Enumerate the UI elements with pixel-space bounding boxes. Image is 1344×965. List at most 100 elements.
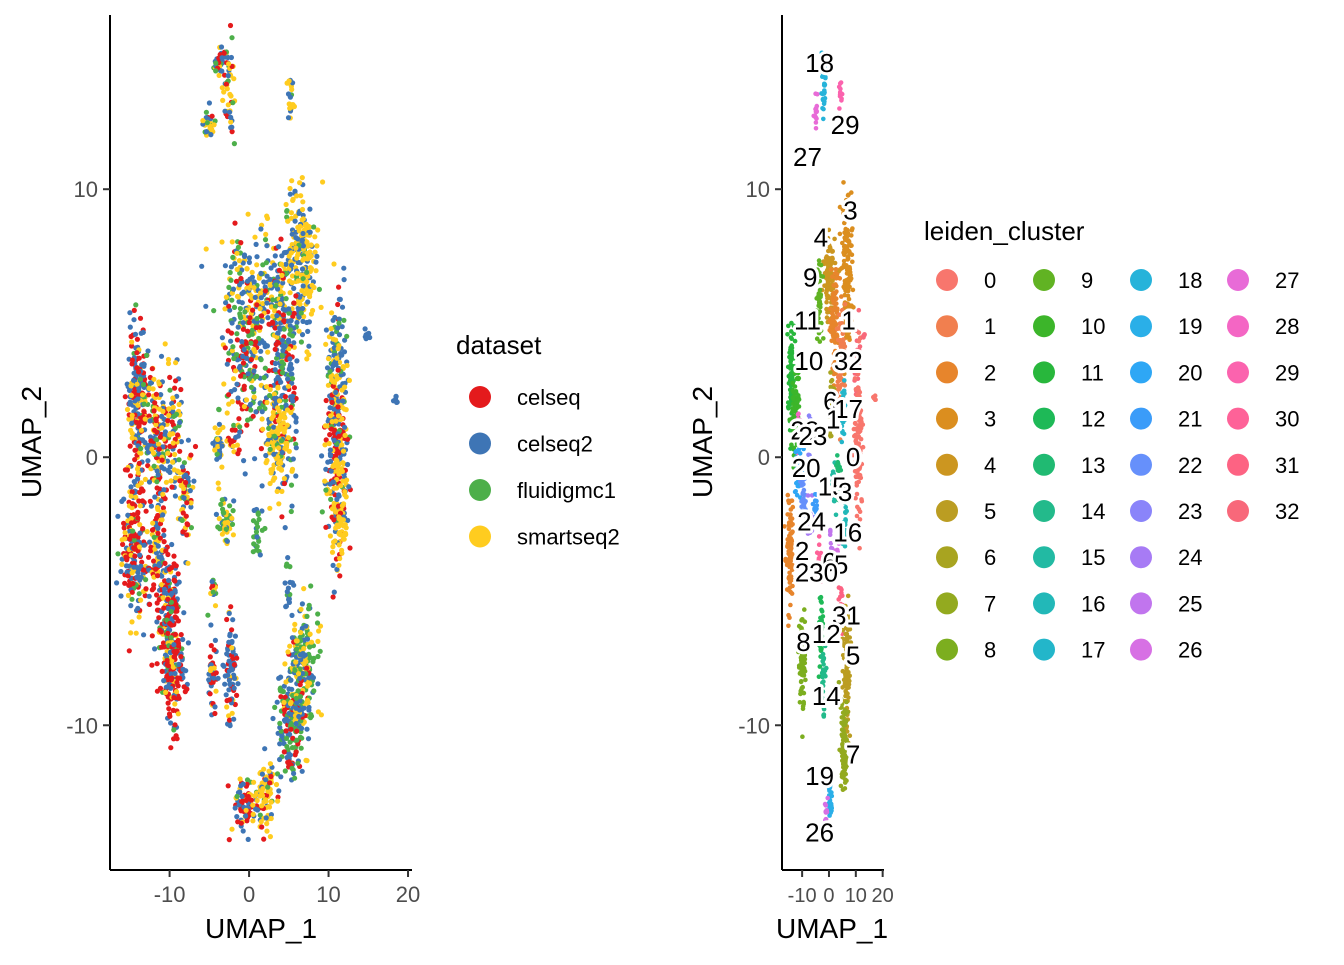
point-celseq2: [285, 376, 290, 381]
point-smartseq2: [330, 550, 335, 555]
point-smartseq2: [275, 799, 280, 804]
point-celseq2: [171, 642, 176, 647]
point-celseq: [168, 745, 173, 750]
point-celseq2: [264, 243, 269, 248]
point-smartseq2: [297, 180, 302, 185]
point-celseq: [165, 418, 170, 423]
point-cluster-0: [859, 497, 864, 502]
point-celseq: [210, 114, 215, 119]
point-fluidigmc1: [336, 321, 341, 326]
point-celseq2: [225, 362, 230, 367]
point-celseq: [146, 555, 151, 560]
point-celseq: [130, 489, 135, 494]
point-smartseq2: [129, 619, 134, 624]
point-celseq2: [241, 458, 246, 463]
point-fluidigmc1: [133, 302, 138, 307]
point-fluidigmc1: [115, 551, 120, 556]
point-smartseq2: [255, 798, 260, 803]
point-celseq2: [264, 300, 269, 305]
point-celseq: [234, 693, 239, 698]
point-fluidigmc1: [260, 528, 265, 533]
point-fluidigmc1: [280, 353, 285, 358]
point-celseq: [175, 432, 180, 437]
point-smartseq2: [150, 521, 155, 526]
point-celseq2: [291, 771, 296, 776]
point-cluster-8: [803, 669, 808, 674]
point-cluster-16: [843, 510, 848, 515]
point-celseq: [323, 525, 328, 530]
point-smartseq2: [333, 337, 338, 342]
point-celseq2: [237, 789, 242, 794]
point-celseq: [228, 604, 233, 609]
point-cluster-30: [817, 552, 822, 557]
point-cluster-11: [786, 324, 791, 329]
point-celseq2: [287, 597, 292, 602]
point-celseq2: [230, 320, 235, 325]
point-celseq2: [290, 394, 295, 399]
point-celseq: [152, 428, 157, 433]
point-celseq: [292, 311, 297, 316]
point-fluidigmc1: [284, 209, 289, 214]
point-celseq2: [164, 685, 169, 690]
point-celseq2: [300, 238, 305, 243]
point-celseq2: [147, 540, 152, 545]
point-fluidigmc1: [137, 591, 142, 596]
point-celseq2: [214, 512, 219, 517]
point-cluster-10: [791, 395, 796, 400]
point-celseq: [259, 824, 264, 829]
point-smartseq2: [217, 427, 222, 432]
point-celseq2: [283, 580, 288, 585]
point-celseq2: [272, 396, 277, 401]
point-celseq2: [328, 405, 333, 410]
point-cluster-8: [802, 691, 807, 696]
point-celseq2: [258, 552, 263, 557]
point-celseq2: [334, 497, 339, 502]
point-fluidigmc1: [251, 541, 256, 546]
point-cluster-3: [847, 252, 852, 257]
point-fluidigmc1: [138, 377, 143, 382]
point-cluster-27: [814, 116, 819, 121]
point-celseq: [273, 347, 278, 352]
point-cluster-0: [859, 437, 864, 442]
point-celseq: [181, 510, 186, 515]
point-celseq: [247, 315, 252, 320]
point-smartseq2: [165, 451, 170, 456]
point-smartseq2: [279, 468, 284, 473]
point-smartseq2: [250, 818, 255, 823]
point-smartseq2: [159, 425, 164, 430]
point-smartseq2: [258, 306, 263, 311]
point-celseq2: [176, 662, 181, 667]
point-celseq: [263, 288, 268, 293]
point-celseq: [137, 490, 142, 495]
point-celseq2: [206, 677, 211, 682]
point-smartseq2: [157, 381, 162, 386]
point-celseq: [130, 501, 135, 506]
point-celseq2: [276, 244, 281, 249]
point-smartseq2: [315, 639, 320, 644]
point-smartseq2: [135, 403, 140, 408]
point-smartseq2: [231, 532, 236, 537]
point-celseq: [165, 658, 170, 663]
point-celseq2: [262, 746, 267, 751]
point-celseq2: [224, 651, 229, 656]
point-celseq: [171, 736, 176, 741]
point-cluster-11: [789, 336, 794, 341]
point-celseq: [166, 663, 171, 668]
point-cluster-0: [854, 387, 859, 392]
point-celseq2: [182, 495, 187, 500]
point-celseq2: [220, 335, 225, 340]
point-celseq2: [148, 418, 153, 423]
point-smartseq2: [333, 463, 338, 468]
point-smartseq2: [161, 595, 166, 600]
point-smartseq2: [213, 425, 218, 430]
point-cluster-3: [846, 233, 851, 238]
point-celseq2: [156, 544, 161, 549]
point-smartseq2: [136, 470, 141, 475]
point-cluster-32: [857, 308, 862, 313]
legend-label-smartseq2: smartseq2: [517, 525, 620, 550]
point-celseq2: [306, 736, 311, 741]
point-celseq2: [329, 469, 334, 474]
point-celseq: [242, 384, 247, 389]
point-celseq2: [260, 483, 265, 488]
point-cluster-2: [838, 276, 843, 281]
